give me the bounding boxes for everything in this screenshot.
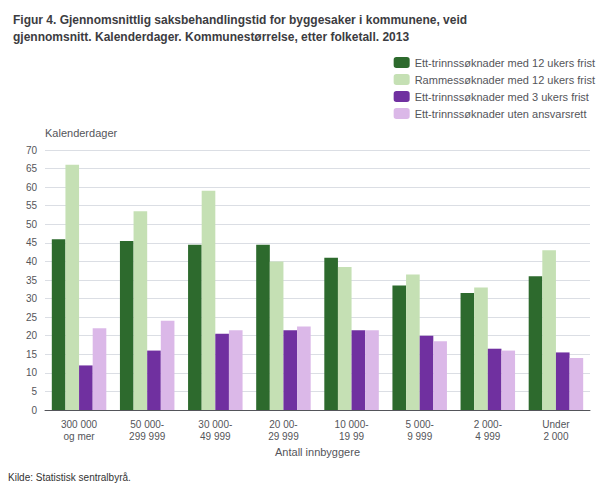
svg-text:2 000-: 2 000- [474,419,502,430]
svg-text:5: 5 [31,386,37,397]
svg-text:20 00-: 20 00- [269,419,297,430]
svg-text:65: 65 [26,163,38,174]
svg-text:10: 10 [26,367,38,378]
svg-text:55: 55 [26,200,38,211]
svg-text:60: 60 [26,182,38,193]
svg-text:29 999: 29 999 [268,431,299,442]
svg-text:gjennomsnitt. Kalenderdager. K: gjennomsnitt. Kalenderdager. Kommunestør… [13,30,409,44]
svg-text:70: 70 [26,145,38,156]
svg-text:19 99: 19 99 [339,431,364,442]
svg-text:og mer: og mer [64,431,96,442]
svg-text:0: 0 [31,405,37,416]
svg-text:300 000: 300 000 [61,419,98,430]
svg-text:Antall innbyggere: Antall innbyggere [275,446,360,458]
svg-text:Under: Under [542,419,570,430]
svg-text:299 999: 299 999 [129,431,166,442]
svg-text:40: 40 [26,256,38,267]
svg-text:5 000-: 5 000- [406,419,434,430]
svg-text:2 000: 2 000 [543,431,568,442]
svg-text:25: 25 [26,312,38,323]
svg-text:10 000-: 10 000- [335,419,369,430]
svg-text:15: 15 [26,349,38,360]
svg-text:20: 20 [26,330,38,341]
svg-text:4 999: 4 999 [475,431,500,442]
svg-text:50 000-: 50 000- [130,419,164,430]
svg-text:Ett-trinnssøknader med 12 uker: Ett-trinnssøknader med 12 ukers frist [415,57,595,69]
svg-text:Kalenderdager: Kalenderdager [45,127,118,139]
svg-text:30 000-: 30 000- [198,419,232,430]
svg-text:Figur 4. Gjennomsnittlig saksb: Figur 4. Gjennomsnittlig saksbehandlings… [13,13,467,27]
svg-text:45: 45 [26,237,38,248]
svg-text:Ett-trinnssøknader med 3 ukers: Ett-trinnssøknader med 3 ukers frist [415,91,589,103]
svg-text:49 999: 49 999 [200,431,231,442]
svg-text:35: 35 [26,275,38,286]
svg-text:Ett-trinnssøknader uten ansvar: Ett-trinnssøknader uten ansvarsrett [415,108,587,120]
svg-text:Rammessøknader med 12 ukers fr: Rammessøknader med 12 ukers frist [415,74,595,86]
svg-text:30: 30 [26,293,38,304]
svg-text:Kilde: Statistisk sentralbyrå.: Kilde: Statistisk sentralbyrå. [8,472,131,483]
svg-text:50: 50 [26,219,38,230]
svg-text:9 999: 9 999 [407,431,432,442]
